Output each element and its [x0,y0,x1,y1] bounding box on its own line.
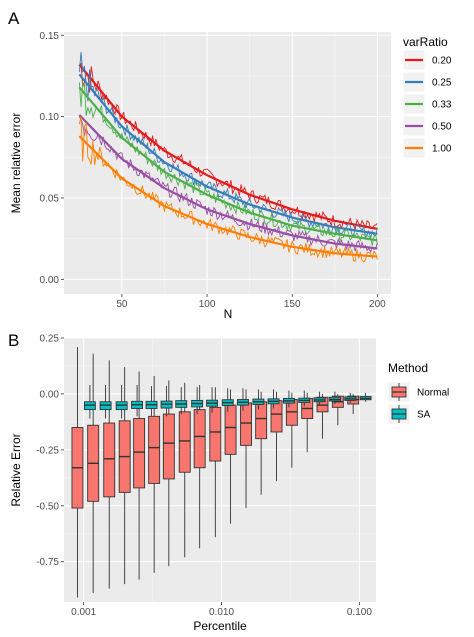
panel-a-legend-title: varRatio [403,35,448,49]
y-tick-label: 0.00 [40,389,60,400]
panel-b-y-axis-title: Relative Error [9,433,23,506]
y-tick-label: -0.25 [36,445,59,456]
box-Normal [118,367,131,585]
box-SA [267,389,280,409]
x-tick-label: 0.100 [347,607,372,618]
x-tick-label: 0.001 [71,607,96,618]
box-Normal [193,384,206,549]
panel-a-y-axis-title: Mean relative error [9,113,23,214]
box-Normal [71,346,84,598]
y-tick-label: 0.05 [40,193,60,204]
box-Normal [148,376,161,573]
x-tick-label: 150 [284,299,301,310]
box-Normal [209,387,222,538]
legend-label: 0.20 [432,56,452,67]
y-tick-label: -0.75 [36,557,59,568]
box-body [193,409,206,469]
legend-label: 1.00 [432,144,452,155]
box-body [103,422,116,498]
panel-b-label: B [8,331,19,350]
box-SA [344,392,357,403]
panel-a-y-tick-labels: 0.00 0.05 0.10 0.15 [40,31,60,286]
box-SA [131,384,144,417]
fitted-series-line-0.20 [78,63,378,230]
panel-b-x-tick-labels: 0.001 0.010 0.100 [71,607,372,618]
box-SA [206,387,219,413]
panel-b-legend: Method Normal SA [387,361,449,425]
y-tick-label: 0.25 [40,334,60,345]
box-Normal [87,353,100,594]
panel-b-y-tick-labels: -0.75 -0.50 -0.25 0.00 0.25 [36,334,59,569]
box-SA [191,387,204,415]
legend-label: 0.33 [432,100,452,111]
fitted-series-line-1.00 [78,135,378,258]
box-SA [221,388,234,412]
box-body [270,400,283,433]
box-Normal [316,393,329,439]
box-SA [237,388,249,411]
legend-label: SA [417,410,431,421]
box-SA [359,392,372,402]
panel-a-x-axis-title: N [224,307,233,321]
box-body [209,406,222,462]
y-tick-label: 0.15 [40,31,60,42]
panel-b-legend-title: Method [388,361,428,375]
panel-b: B -0.75 -0.50 -0.25 0.00 0.25 0.001 0.010 0.10… [8,331,449,633]
x-tick-label: 100 [199,299,216,310]
x-tick-label: 200 [369,299,386,310]
y-tick-label: -0.50 [36,501,59,512]
y-tick-label: 0.00 [40,275,60,286]
x-tick-label: 0.010 [209,607,234,618]
box-body [133,418,146,489]
legend-label: 0.25 [432,78,452,89]
box-SA [99,384,112,419]
box-body [162,413,175,480]
fitted-series-line-0.25 [78,73,378,235]
box-Normal [331,393,344,426]
box-SA [83,384,96,419]
box-Normal [133,371,146,580]
panel-b-plot-area [71,346,372,598]
legend-label: 0.50 [432,122,452,133]
box-SA [298,390,311,407]
box-body [148,415,161,484]
fitted-series-line-0.50 [78,114,378,250]
panel-a-legend: varRatio 0.20 0.25 0.33 0.50 1.00 [402,35,452,159]
panel-b-background [64,338,376,602]
panel-b-x-axis-title: Percentile [193,619,247,633]
panel-a-plot-area [78,52,378,263]
box-body [224,404,237,455]
box-body [178,411,191,473]
panel-a-grid [61,32,391,297]
panel-a-label: A [8,9,20,28]
x-tick-label: 50 [116,299,128,310]
panel-a-x-tick-labels: 50 100 150 200 [116,299,386,310]
fitted-series-line-0.33 [78,86,378,242]
box-body [240,402,252,446]
box-SA [328,391,341,404]
box-SA [313,391,326,406]
box-SA [115,384,128,419]
box-SA [145,386,158,417]
y-tick-label: 0.10 [40,112,60,123]
box-SA [282,390,295,408]
box-SA [160,386,173,417]
box-Normal [103,360,116,589]
box-body [255,401,268,440]
box-SA [175,387,188,415]
panel-a: A 0.00 0.05 0.10 0.15 50 100 150 200 N Mean re… [8,9,452,321]
legend-label: Normal [417,388,449,399]
box-SA [252,389,265,410]
